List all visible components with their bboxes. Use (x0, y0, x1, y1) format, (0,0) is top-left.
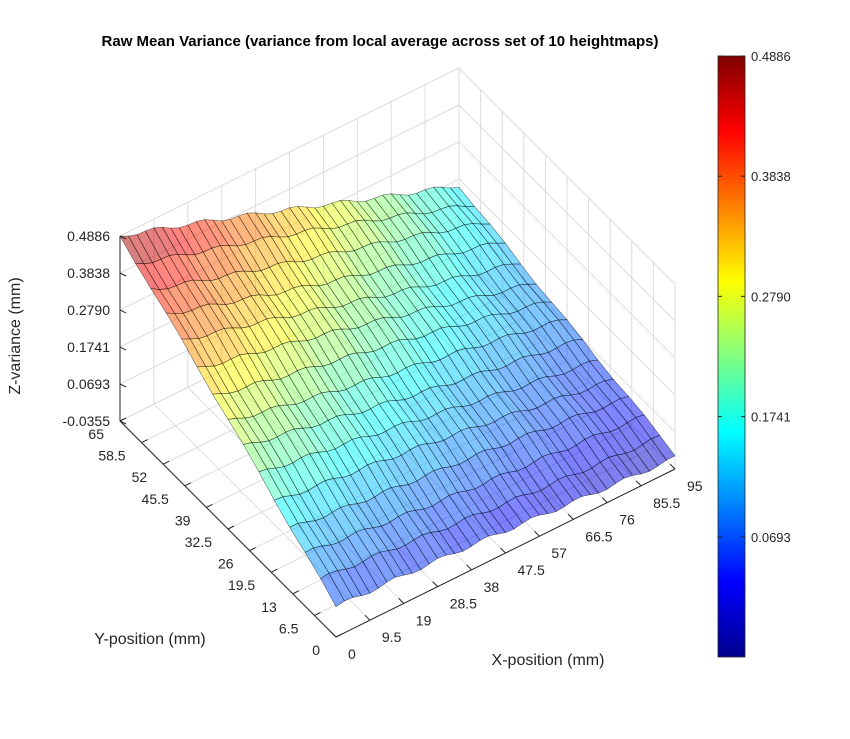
y-tick-mark (249, 547, 256, 552)
x-tick-label: 57 (551, 545, 567, 561)
colorbar-ticks (718, 55, 745, 538)
z-tick-label: -0.0355 (63, 413, 111, 429)
y-tick-mark (270, 568, 278, 573)
x-tick-mark (466, 564, 472, 571)
y-tick-mark (335, 633, 343, 638)
axes-lines (119, 235, 676, 638)
z-tick-mark (119, 309, 127, 314)
grid-line (119, 67, 460, 237)
colorbar-tick-label: 0.1741 (751, 410, 791, 425)
z-tick-label: 0.1741 (67, 339, 110, 355)
y-tick-label: 52 (132, 469, 148, 485)
y-tick-label: 13 (261, 599, 277, 615)
x-tick-label: 76 (619, 512, 635, 528)
x-tick-label: 66.5 (585, 528, 612, 544)
z-axis-label: Z-variance (mm) (7, 277, 24, 394)
colorbar-tick-label: 0.0693 (751, 530, 791, 545)
z-tick-label: 0.2790 (67, 302, 110, 318)
x-tick-label: 9.5 (382, 629, 402, 645)
x-tick-mark (500, 547, 506, 554)
y-tick-label: 58.5 (98, 448, 125, 464)
surface-patch (320, 572, 345, 608)
x-tick-label: 38 (484, 579, 500, 595)
x-tick-mark (534, 530, 540, 537)
y-tick-label: 45.5 (142, 491, 169, 507)
x-tick-label: 28.5 (450, 596, 477, 612)
x-axis-label: X-position (mm) (492, 652, 605, 669)
grid-line (458, 67, 676, 285)
y-axis-label: Y-position (mm) (94, 631, 205, 648)
x-tick-mark (567, 514, 574, 520)
z-tick-label: 0.0693 (67, 376, 110, 392)
z-tick-label: 0.3838 (67, 265, 110, 281)
colorbar: 0.0693 0.1741 0.2790 0.3838 0.4886 (717, 49, 791, 658)
y-tick-label: 0 (312, 642, 320, 658)
z-tick-label: 0.4886 (67, 228, 110, 244)
y-tick-label: 32.5 (185, 534, 212, 550)
y-tick-label: 19.5 (228, 577, 255, 593)
y-tick-label: 39 (175, 512, 191, 528)
y-tick-labels: 0 6.5 13 19.5 26 32.5 39 45.5 52 58.5 65 (88, 426, 320, 658)
y-tick-mark (227, 525, 235, 530)
z-tick-mark (119, 346, 127, 351)
z-tick-mark (119, 420, 127, 425)
x-tick-labels: 0 9.5 19 28.5 38 47.5 57 66.5 76 85.5 95 (348, 478, 703, 662)
x-tick-label: 95 (687, 478, 703, 494)
colorbar-tick-label: 0.2790 (751, 289, 791, 304)
x-tick-label: 0 (348, 646, 356, 662)
surface-mesh (119, 186, 676, 608)
x-tick-label: 85.5 (653, 495, 680, 511)
y-tick-label: 65 (88, 426, 104, 442)
y-tick-label: 6.5 (279, 620, 299, 636)
x-tick-label: 47.5 (518, 562, 545, 578)
x-tick-mark (398, 598, 405, 604)
y-tick-mark (314, 611, 321, 616)
z-tick-mark (119, 235, 127, 240)
z-tick-mark (119, 383, 127, 388)
grid-line (458, 141, 676, 359)
z-tick-labels: -0.0355 0.0693 0.1741 0.2790 0.3838 0.48… (63, 228, 111, 429)
x-tick-mark (432, 581, 439, 587)
y-tick-mark (292, 590, 300, 595)
x-tick-mark (635, 480, 642, 487)
x-tick-mark (601, 497, 608, 503)
y-tick-label: 26 (218, 556, 234, 572)
z-tick-mark (119, 272, 127, 277)
grid-line (458, 104, 676, 322)
y-tick-mark (206, 503, 213, 508)
x-tick-mark (330, 631, 337, 638)
chart-title: Raw Mean Variance (variance from local a… (102, 33, 659, 50)
colorbar-tick-label: 0.4886 (751, 49, 791, 64)
x-tick-mark (669, 463, 676, 470)
x-tick-mark (364, 614, 371, 621)
y-tick-mark (162, 460, 170, 465)
colorbar-bar (717, 55, 746, 658)
grid-line (458, 178, 676, 396)
y-tick-mark (119, 417, 127, 422)
y-tick-mark (141, 439, 148, 444)
x-tick-label: 19 (416, 612, 432, 628)
colorbar-tick-label: 0.3838 (751, 169, 791, 184)
y-tick-mark (184, 482, 192, 487)
